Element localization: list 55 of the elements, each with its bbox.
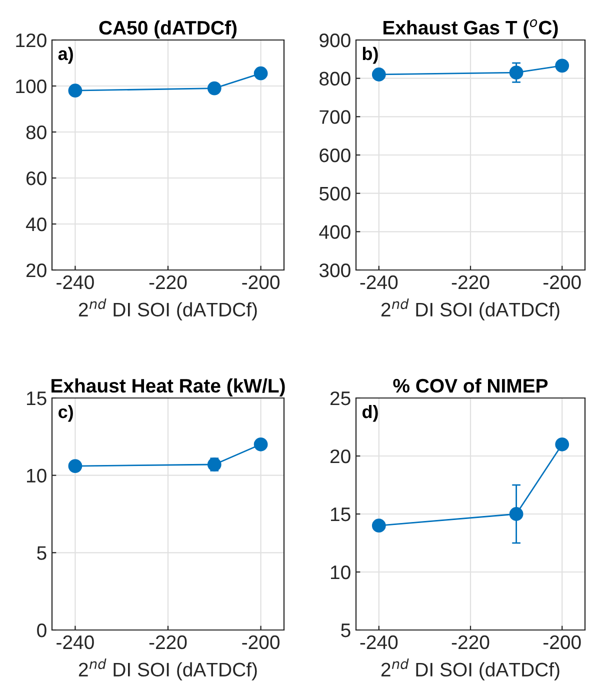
point [68,84,82,98]
chart-title: Exhaust Gas T ($^{o}$C) [384,19,558,38]
y-tick-label: 20 [26,263,46,278]
y-tick-label: 15 [330,508,350,522]
point [372,518,386,533]
x-tick-label: -200 [242,635,280,650]
y-tick-label: 600 [320,148,350,162]
x-axis-title: 2$^{nd}$ DI SOI (dATDCf) [381,298,560,320]
y-tick-label: 500 [319,186,350,201]
y-tick-label: 10 [26,468,46,483]
x-tick-label: -200 [544,275,581,290]
y-tick-label: 300 [319,263,350,278]
chart-title: Exhaust Heat Rate (kW/L) [52,378,285,396]
y-tick-label: 20 [330,449,350,464]
annotation: a) [58,46,73,64]
y-tick-label: 700 [320,110,350,124]
point [207,81,222,96]
y-tick-label: 100 [16,79,46,94]
x-tick-label: -220 [452,275,490,290]
point [254,66,268,80]
y-tick-label: 5 [37,546,46,560]
point [555,58,570,73]
annotation: c) [58,404,73,422]
chart-title: CA50 (dATDCf) [99,20,237,38]
x-axis-title: 2$^{nd}$ DI SOI (dATDCf) [78,658,257,680]
y-tick-label: 15 [26,392,46,406]
point [555,437,570,452]
y-tick-label: 120 [16,33,46,48]
x-tick-label: -240 [56,275,94,290]
y-tick-label: 800 [320,72,350,86]
y-tick-label: 10 [330,565,350,580]
y-tick-label: 40 [26,217,46,232]
annotation: d) [362,404,378,422]
y-tick-label: 900 [320,33,350,48]
y-tick-label: 0 [37,623,46,638]
x-tick-label: -200 [242,275,280,290]
x-tick-label: -240 [360,635,398,650]
y-tick-label: 25 [330,391,350,406]
y-tick-label: 80 [26,125,46,140]
y-tick-label: 60 [26,171,46,186]
point [372,68,386,82]
y-tick-label: 5 [341,624,350,638]
x-tick-label: -220 [149,635,187,650]
x-axis-title: 2$^{nd}$ DI SOI (dATDCf) [381,658,560,680]
x-axis-title: 2$^{nd}$ DI SOI (dATDCf) [78,298,257,320]
y-tick-label: 400 [319,225,350,239]
x-tick-label: -200 [544,635,581,650]
point [254,437,268,452]
x-tick-label: -220 [149,275,187,290]
annotation: b) [362,46,378,64]
chart-title: % COV of NIMEP [393,378,548,393]
point [68,459,82,473]
x-tick-label: -240 [56,635,94,650]
x-tick-label: -220 [452,635,490,650]
x-tick-label: -240 [360,275,398,290]
